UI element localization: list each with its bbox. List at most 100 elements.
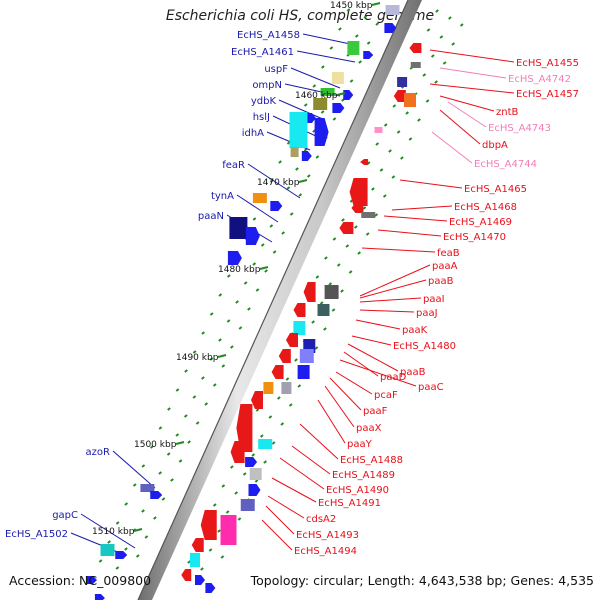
- left-gene-label: EcHS_A1461: [231, 47, 294, 58]
- gene-feature: [190, 553, 200, 567]
- right-label-lines: [261, 49, 515, 551]
- kbp-label: 1510 kbp: [92, 527, 135, 537]
- kbp-label: 1500 kbp: [134, 440, 177, 450]
- left-gene-label: feaR: [222, 160, 245, 171]
- gene-feature: [339, 222, 354, 234]
- right-gene-label: paaC: [418, 382, 444, 393]
- right-gene-label: cdsA2: [306, 514, 336, 525]
- gene-feature: [293, 303, 306, 317]
- gene-feature: [195, 575, 205, 585]
- right-gene-label: EcHS_A1489: [332, 470, 395, 481]
- right-gene-label: paaI: [423, 294, 445, 305]
- right-gene-label: paaJ: [416, 308, 438, 319]
- gene-feature: [229, 217, 248, 239]
- gene-feature: [271, 365, 284, 379]
- gene-feature: [313, 98, 328, 110]
- gene-feature: [290, 147, 299, 157]
- gene-feature: [397, 77, 408, 87]
- gene-feature: [245, 227, 260, 245]
- right-gene-label: EcHS_A4744: [474, 159, 537, 170]
- right-gene-label: paaF: [363, 406, 388, 417]
- right-gene-label: paaY: [347, 439, 373, 450]
- map-title: Escherichia coli HS, complete genome: [165, 8, 435, 24]
- gene-feature: [230, 441, 245, 463]
- gene-feature: [347, 41, 360, 55]
- right-gene-label: EcHS_A1470: [443, 232, 506, 243]
- gene-feature: [361, 212, 376, 218]
- right-gene-label: EcHS_A1465: [464, 184, 527, 195]
- gene-feature: [252, 193, 267, 203]
- gene-feature: [236, 404, 253, 452]
- gene-features: [87, 5, 422, 600]
- kbp-label: 1470 kbp: [257, 178, 300, 188]
- left-gene-label: azoR: [86, 447, 110, 458]
- right-gene-label: EcHS_A1468: [454, 202, 517, 213]
- right-gene-label: feaB: [437, 248, 460, 259]
- gene-feature: [331, 72, 344, 84]
- right-gene-label: EcHS_A1490: [326, 485, 389, 496]
- left-gene-label: EcHS_A1458: [237, 30, 300, 41]
- gene-feature: [384, 23, 397, 33]
- gene-feature: [299, 349, 314, 363]
- kbp-label: 1490 kbp: [176, 353, 219, 363]
- right-gene-label: paaK: [402, 325, 428, 336]
- gene-feature: [303, 282, 316, 302]
- gene-feature: [289, 112, 308, 148]
- gene-feature: [270, 201, 283, 211]
- gene-feature: [317, 304, 330, 316]
- right-gene-label: EcHS_A1494: [294, 546, 357, 557]
- gene-feature: [181, 569, 192, 581]
- gene-feature: [245, 457, 258, 467]
- right-gene-label: pcaF: [374, 390, 398, 401]
- gene-feature: [200, 510, 217, 540]
- gene-feature: [205, 583, 216, 593]
- left-gene-label: idhA: [242, 128, 264, 139]
- kbp-label: 1480 kbp: [218, 265, 261, 275]
- topology-text: Topology: circular; Length: 4,643,538 bp…: [250, 573, 594, 588]
- gene-feature: [385, 5, 400, 15]
- gene-feature: [249, 468, 262, 480]
- gene-feature: [332, 103, 345, 113]
- right-gene-label: EcHS_A1469: [449, 217, 512, 228]
- left-gene-label: uspF: [264, 64, 288, 75]
- gene-feature: [349, 178, 368, 206]
- gene-feature: [281, 382, 292, 394]
- left-gene-label: ydbK: [251, 96, 277, 107]
- gene-feature: [343, 90, 354, 100]
- gene-feature: [150, 491, 163, 499]
- left-gene-label: hslJ: [253, 112, 270, 123]
- right-gene-label: EcHS_A1488: [340, 455, 403, 466]
- gene-feature: [263, 382, 274, 394]
- gene-feature: [278, 349, 291, 363]
- right-gene-label: EcHS_A4742: [508, 74, 571, 85]
- right-gene-label: paaD: [380, 372, 407, 383]
- gene-feature: [286, 333, 298, 347]
- gene-feature: [351, 203, 364, 213]
- right-gene-label: paaB: [400, 367, 426, 378]
- left-gene-label: EcHS_A1502: [5, 529, 68, 540]
- gene-feature: [100, 544, 115, 556]
- right-gene-label: dbpA: [482, 140, 508, 151]
- gene-feature: [404, 93, 416, 107]
- gene-feature: [393, 90, 406, 102]
- left-gene-label: paaN: [198, 211, 224, 222]
- left-gene-label: gapC: [52, 510, 78, 521]
- gene-feature: [248, 484, 261, 496]
- gene-feature: [320, 88, 335, 96]
- gene-feature: [251, 391, 263, 409]
- right-gene-label: EcHS_A1491: [318, 498, 381, 509]
- gene-feature: [363, 51, 374, 59]
- right-gene-label: EcHS_A1493: [296, 530, 359, 541]
- gene-feature: [87, 576, 97, 584]
- gene-feature: [240, 499, 255, 511]
- gene-feature: [360, 159, 369, 165]
- right-gene-label: paaA: [432, 261, 458, 272]
- gene-feature: [409, 43, 422, 53]
- right-gene-label: EcHS_A4743: [488, 123, 551, 134]
- gene-feature: [94, 594, 105, 600]
- kbp-label: 1450 kbp: [330, 1, 373, 11]
- gene-feature: [227, 251, 242, 265]
- gene-feature: [293, 321, 306, 335]
- right-gene-label: zntB: [496, 107, 519, 118]
